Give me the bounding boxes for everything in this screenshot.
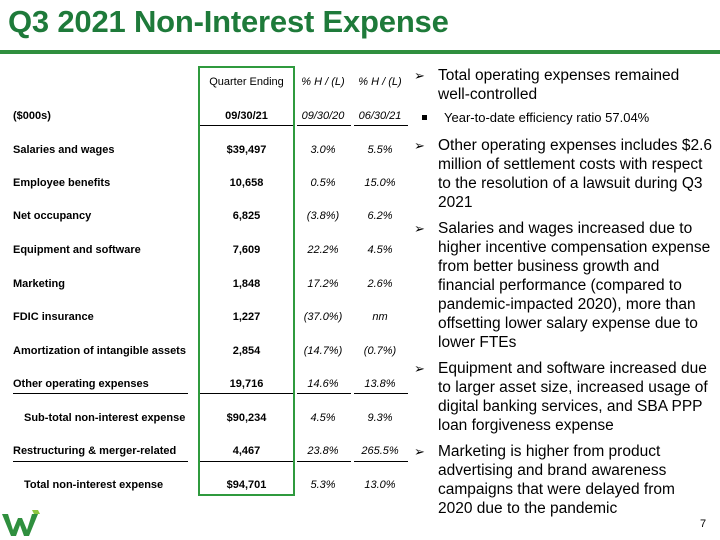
bullet-text: Marketing is higher from product adverti…	[438, 443, 675, 517]
header-date-yoy: 09/30/20	[301, 110, 345, 122]
bullet-item: ➢ Marketing is higher from product advert…	[412, 442, 712, 518]
table-subheader-row: ($000s) 09/30/21 09/30/20 06/30/21	[8, 106, 410, 126]
row-label: Restructuring & merger-related	[13, 445, 177, 457]
row-value: 4,467	[232, 445, 261, 457]
bullet-item: ➢ Total operating expenses remained well-…	[412, 66, 712, 104]
total-underline	[200, 461, 293, 462]
row-change-yoy: 23.8%	[307, 445, 339, 457]
row-change-yoy: (37.0%)	[303, 311, 343, 323]
bullet-text: Total operating expenses remained well-c…	[438, 67, 680, 103]
subtotal-underline	[200, 393, 293, 394]
row-value: $90,234	[226, 412, 267, 424]
page-number: 7	[700, 518, 707, 530]
subtotal-underline	[354, 393, 408, 394]
header-change-yoy: % H / (L)	[301, 76, 345, 88]
row-change-qoq: 4.5%	[367, 244, 393, 256]
row-change-yoy: (14.7%)	[303, 345, 343, 357]
row-value: 10,658	[229, 177, 264, 189]
row-change-yoy: 22.2%	[307, 244, 339, 256]
units-label: ($000s)	[13, 110, 51, 122]
arrow-bullet-icon: ➢	[414, 221, 425, 236]
row-value: 19,716	[229, 378, 264, 390]
table-row: Total non-interest expense $94,701 5.3% 13.…	[8, 475, 410, 495]
row-change-qoq: nm	[372, 311, 388, 323]
bullet-item: ➢ Salaries and wages increased due to hig…	[412, 219, 712, 352]
commentary-bullets: ➢ Total operating expenses remained well-…	[412, 66, 712, 525]
row-label: Equipment and software	[13, 244, 141, 256]
row-change-qoq: (0.7%)	[363, 345, 397, 357]
table-row: Salaries and wages $39,497 3.0% 5.5%	[8, 140, 410, 160]
table-row: Other operating expenses 19,716 14.6% 13.8%	[8, 374, 410, 394]
header-underline	[200, 125, 293, 126]
row-change-yoy: 3.0%	[310, 144, 336, 156]
table-row: Marketing 1,848 17.2% 2.6%	[8, 274, 410, 294]
title-divider	[0, 50, 720, 54]
total-underline	[13, 461, 188, 462]
webster-w-logo-icon	[2, 510, 40, 536]
table-row: Equipment and software 7,609 22.2% 4.5%	[8, 240, 410, 260]
row-change-qoq: 9.3%	[367, 412, 393, 424]
row-change-yoy: 5.3%	[310, 479, 336, 491]
header-underline	[297, 125, 351, 126]
row-change-yoy: 0.5%	[310, 177, 336, 189]
sub-bullet-text: Year-to-date efficiency ratio 57.04%	[444, 110, 650, 125]
row-label: Employee benefits	[13, 177, 111, 189]
header-quarter-ending: Quarter Ending	[209, 76, 284, 88]
row-change-qoq: 15.0%	[364, 177, 396, 189]
arrow-bullet-icon: ➢	[414, 361, 425, 376]
table-row: Net occupancy 6,825 (3.8%) 6.2%	[8, 206, 410, 226]
row-change-yoy: 4.5%	[310, 412, 336, 424]
row-change-yoy: (3.8%)	[306, 210, 340, 222]
bullet-item: ➢ Other operating expenses includes $2.6 …	[412, 136, 712, 212]
page-title: Q3 2021 Non-Interest Expense	[8, 4, 449, 39]
arrow-bullet-icon: ➢	[414, 138, 425, 153]
table-header-row: Quarter Ending % H / (L) % H / (L)	[8, 72, 410, 92]
row-change-qoq: 13.0%	[364, 479, 396, 491]
header-change-qoq: % H / (L)	[358, 76, 402, 88]
row-label: Sub-total non-interest expense	[24, 412, 186, 424]
row-value: 2,854	[232, 345, 261, 357]
row-value: $39,497	[226, 144, 267, 156]
bullet-text: Salaries and wages increased due to high…	[438, 220, 711, 351]
bullet-text: Equipment and software increased due to …	[438, 360, 708, 434]
row-value: 1,848	[232, 278, 261, 290]
row-change-qoq: 13.8%	[364, 378, 396, 390]
header-date-qoq: 06/30/21	[358, 110, 402, 122]
sub-bullet-item: Year-to-date efficiency ratio 57.04%	[412, 109, 712, 127]
table-row: Restructuring & merger-related 4,467 23.8%…	[8, 441, 410, 461]
quarter-column-highlight	[198, 66, 295, 496]
bullet-text: Other operating expenses includes $2.6 m…	[438, 137, 713, 211]
total-underline	[297, 461, 351, 462]
bullet-item: ➢ Equipment and software increased due to…	[412, 359, 712, 435]
row-label: Salaries and wages	[13, 144, 115, 156]
row-label: Marketing	[13, 278, 65, 290]
row-label: Other operating expenses	[13, 378, 149, 390]
row-value: 7,609	[232, 244, 261, 256]
row-value: $94,701	[226, 479, 267, 491]
header-underline	[354, 125, 408, 126]
table-row: Amortization of intangible assets 2,854 (1…	[8, 341, 410, 361]
row-change-yoy: 14.6%	[307, 378, 339, 390]
row-change-qoq: 6.2%	[367, 210, 393, 222]
arrow-bullet-icon: ➢	[414, 68, 425, 83]
total-underline	[354, 461, 408, 462]
subtotal-underline	[297, 393, 351, 394]
row-label: Amortization of intangible assets	[13, 345, 186, 357]
row-value: 1,227	[232, 311, 261, 323]
table-row: Sub-total non-interest expense $90,234 4.5…	[8, 408, 410, 428]
table-row: Employee benefits 10,658 0.5% 15.0%	[8, 173, 410, 193]
row-change-qoq: 2.6%	[367, 278, 393, 290]
header-date-current: 09/30/21	[225, 110, 268, 122]
subtotal-underline	[13, 393, 188, 394]
row-change-qoq: 265.5%	[361, 445, 399, 457]
row-label: FDIC insurance	[13, 311, 94, 323]
row-value: 6,825	[232, 210, 261, 222]
table-row: FDIC insurance 1,227 (37.0%) nm	[8, 307, 410, 327]
arrow-bullet-icon: ➢	[414, 444, 425, 459]
row-change-yoy: 17.2%	[307, 278, 339, 290]
row-change-qoq: 5.5%	[367, 144, 393, 156]
row-label: Total non-interest expense	[24, 479, 164, 491]
square-bullet-icon	[422, 115, 427, 120]
row-label: Net occupancy	[13, 210, 92, 222]
